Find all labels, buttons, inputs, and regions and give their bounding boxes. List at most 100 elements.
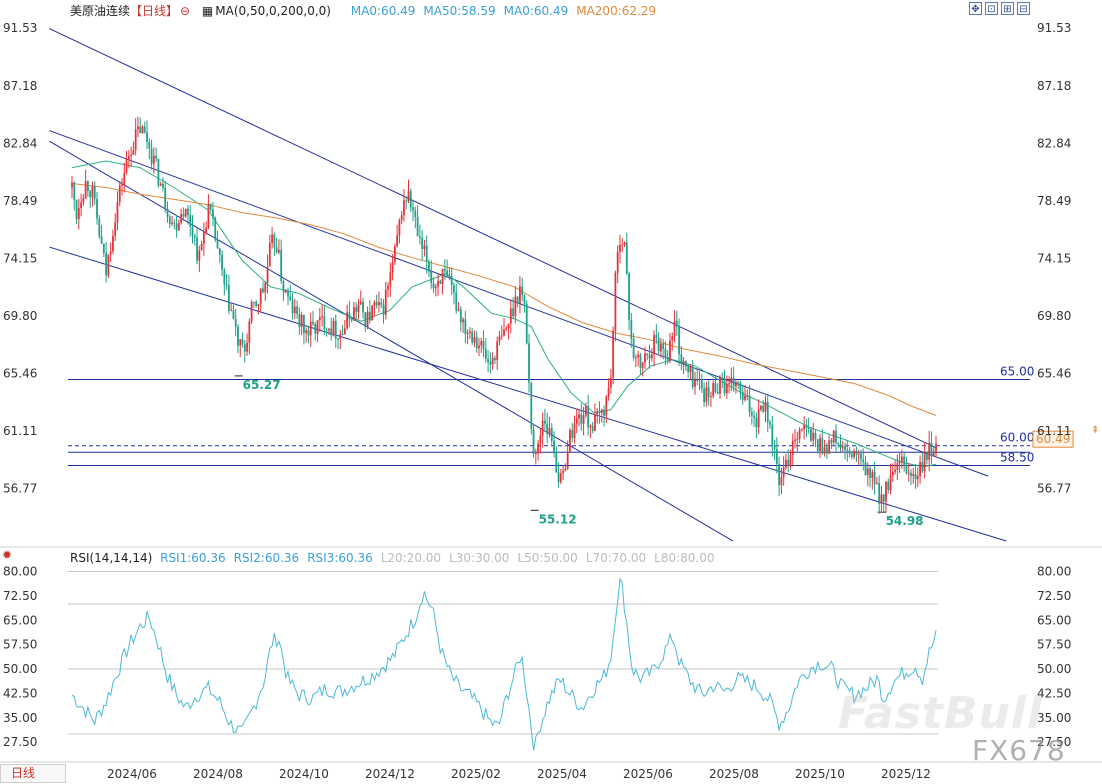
- candle-body: [339, 333, 342, 339]
- candle-body: [694, 379, 696, 387]
- candle-body: [812, 432, 815, 441]
- candle-body: [773, 445, 776, 449]
- candle-body: [753, 415, 756, 418]
- candle-body: [384, 289, 387, 315]
- collapse-icon[interactable]: ⊟: [1017, 2, 1030, 15]
- candle-body: [248, 321, 251, 343]
- instrument-name: 美原油连续: [70, 4, 131, 18]
- candle-body: [175, 223, 178, 231]
- ma-value-2: MA0:60.49: [503, 4, 569, 18]
- x-tick-6: 2025/06: [623, 767, 673, 781]
- x-tick-0: 2024/06: [107, 767, 157, 781]
- gear-icon[interactable]: ✹: [2, 548, 13, 562]
- candle-body: [769, 422, 771, 425]
- candle-body: [873, 472, 876, 484]
- candle-body: [162, 183, 164, 188]
- candle-body: [107, 254, 110, 276]
- candle-body: [237, 326, 239, 346]
- candle-body: [146, 132, 148, 142]
- candle-body: [575, 418, 578, 424]
- rsi-panel: [68, 571, 938, 751]
- channel-lower-line-1: [49, 246, 1007, 542]
- rsi-label[interactable]: RSI(14,14,14): [70, 551, 153, 565]
- candle-body: [430, 271, 433, 284]
- candle-body: [810, 428, 812, 441]
- candle-body: [525, 303, 528, 344]
- interval-tab[interactable]: 日线: [0, 764, 66, 783]
- candle-body: [566, 451, 569, 469]
- candle-body: [393, 246, 396, 262]
- level-label-3: 58.50: [1000, 451, 1034, 465]
- candle-body: [657, 337, 660, 352]
- candle-body: [282, 281, 285, 293]
- expand-icon[interactable]: ✥: [969, 2, 982, 15]
- axis-labels: 91.53 91.53 87.18 87.18 82.84 82.84 78.49 78.49…: [3, 21, 1071, 781]
- candle-body: [243, 344, 246, 352]
- candle-body: [114, 222, 117, 236]
- candle-body: [700, 379, 703, 389]
- candle-body: [152, 155, 155, 164]
- candle-body: [789, 454, 792, 466]
- candle-body: [196, 237, 198, 261]
- grid-icon: ▦: [201, 4, 214, 18]
- candle-body: [619, 244, 621, 252]
- candle-body: [719, 377, 721, 394]
- y-tick-left-3: 78.49: [3, 194, 37, 208]
- candle-body: [760, 405, 762, 410]
- candle-body: [844, 446, 846, 451]
- zoom-icon[interactable]: ⊞: [1001, 2, 1014, 15]
- candle-body: [453, 285, 455, 293]
- candle-body: [334, 320, 337, 339]
- y-tick-left-5: 69.80: [3, 309, 37, 323]
- candle-body: [434, 286, 437, 289]
- candle-body: [739, 382, 742, 392]
- interval-tag[interactable]: 【日线】: [130, 4, 179, 18]
- candle-body: [900, 456, 903, 462]
- candle-body: [396, 235, 399, 247]
- candle-body: [409, 191, 412, 208]
- candle-body: [293, 306, 296, 314]
- candle-body: [655, 335, 658, 338]
- candle-body: [914, 473, 917, 480]
- circle-dropdown-icon[interactable]: ⊖: [180, 4, 191, 18]
- candle-body: [462, 319, 464, 323]
- candle-body: [912, 473, 915, 477]
- fit-icon[interactable]: ⊡: [985, 2, 998, 15]
- candle-body: [418, 236, 421, 238]
- candle-body: [544, 420, 546, 424]
- low-label-0: 65.27: [243, 378, 281, 392]
- candle-body: [516, 296, 519, 304]
- candle-body: [537, 443, 540, 454]
- candle-body: [75, 200, 78, 220]
- candle-body: [564, 468, 567, 471]
- candle-body: [664, 348, 667, 358]
- rsi-tick-right-2: 65.00: [1037, 613, 1071, 627]
- y-tick-right-6: 65.46: [1037, 366, 1071, 380]
- rsi-tick-left-2: 65.00: [3, 613, 37, 627]
- candle-body: [675, 320, 678, 327]
- rsi-legend: RSI(14,14,14) RSI1:60.36 RSI2:60.36 RSI3:6…: [70, 551, 723, 565]
- rsi-value-4: L30:30.00: [449, 551, 510, 565]
- candle-body: [680, 354, 683, 364]
- candle-body: [407, 191, 410, 202]
- y-tick-right-1: 87.18: [1037, 79, 1071, 93]
- candlesticks[interactable]: [71, 116, 937, 514]
- watermark-logo: FastBull: [838, 688, 1043, 739]
- candle-body: [202, 232, 205, 244]
- candle-body: [819, 438, 821, 452]
- ma-value-0: MA0:60.49: [350, 4, 416, 18]
- candle-body: [821, 438, 824, 454]
- candle-body: [373, 302, 376, 306]
- candle-body: [355, 307, 358, 313]
- candle-body: [389, 272, 392, 286]
- rsi-tick-right-0: 80.00: [1037, 565, 1071, 579]
- candle-body: [132, 150, 135, 155]
- ma-indicator-label[interactable]: ▦ MA(0,50,0,200,0,0): [201, 4, 331, 18]
- candle-body: [150, 148, 153, 164]
- candle-body: [903, 456, 906, 465]
- candle-body: [221, 254, 223, 270]
- candle-body: [716, 391, 719, 394]
- candle-body: [432, 283, 435, 289]
